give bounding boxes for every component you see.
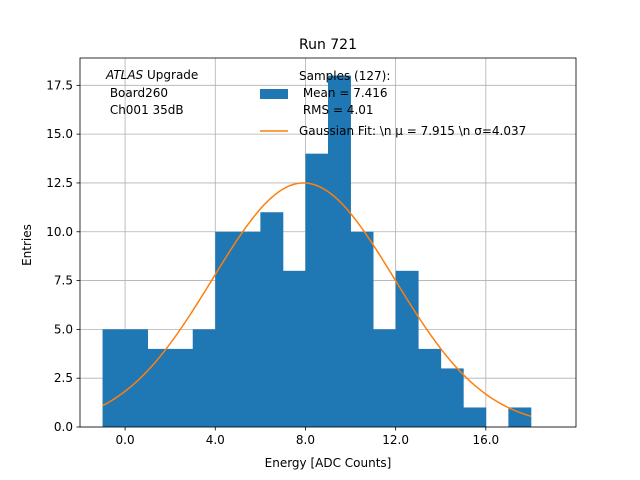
annotation-board: Board260 [106, 86, 168, 100]
histogram-bars [102, 75, 532, 428]
histogram-bar [260, 212, 284, 427]
y-tick-label: 10.0 [46, 225, 73, 239]
histogram-bar [237, 231, 261, 427]
y-tick-label: 2.5 [54, 371, 73, 385]
y-tick-label: 0.0 [54, 420, 73, 434]
y-tick-label: 5.0 [54, 322, 73, 336]
y-tick-label: 15.0 [46, 127, 73, 141]
legend-bars-swatch [260, 89, 288, 99]
x-tick-label: 0.0 [116, 433, 135, 447]
gaussian-fit-curve [102, 182, 532, 417]
legend-samples-label: Samples (127): [299, 69, 390, 83]
histogram-bar [102, 329, 126, 427]
histogram-bar [418, 348, 442, 427]
x-tick-label: 8.0 [296, 433, 315, 447]
histogram-bar [508, 407, 532, 427]
y-tick-label: 12.5 [46, 176, 73, 190]
y-axis-label: Entries [20, 224, 34, 266]
annotation-suffix: Upgrade [143, 68, 198, 82]
legend-mean-label: Mean = 7.416 [299, 86, 388, 100]
histogram-bar [395, 270, 419, 427]
x-tick-label: 12.0 [382, 433, 409, 447]
y-axis-ticks: 0.0 2.5 5.0 7.5 10.0 12.5 15.0 17.5 [46, 78, 80, 434]
histogram-bar [125, 329, 149, 427]
histogram-bar [440, 368, 464, 427]
gaussian-fit [102, 182, 532, 417]
histogram-bar [170, 348, 194, 427]
legend-fit-label: Gaussian Fit: \n μ = 7.915 \n σ=4.037 [299, 124, 526, 138]
legend: Samples (127): Mean = 7.416 RMS = 4.01 G… [260, 69, 526, 138]
legend-rms-label: RMS = 4.01 [299, 103, 374, 117]
histogram-bar [192, 329, 216, 427]
x-axis-label: Energy [ADC Counts] [265, 456, 392, 470]
y-tick-label: 17.5 [46, 78, 73, 92]
plot-frame [79, 57, 577, 428]
histogram-bar [305, 153, 329, 427]
histogram-bar [463, 407, 487, 427]
axes [79, 57, 577, 428]
y-tick-label: 7.5 [54, 274, 73, 288]
histogram-bar [328, 75, 351, 428]
histogram-bar [215, 231, 239, 427]
histogram-bar [147, 348, 171, 427]
annotation-box: ATLAS Upgrade Board260 Ch001 35dB [105, 68, 198, 117]
x-axis-ticks: 0.0 4.0 8.0 12.0 16.0 [116, 427, 499, 447]
histogram-bar [373, 329, 397, 427]
annotation-channel: Ch001 35dB [106, 103, 184, 117]
x-tick-label: 16.0 [472, 433, 499, 447]
histogram-bar [350, 231, 374, 427]
histogram-bar [282, 270, 306, 427]
annotation-experiment: ATLAS [105, 68, 144, 82]
x-tick-label: 4.0 [206, 433, 225, 447]
annotation-line-1: ATLAS Upgrade [105, 68, 198, 82]
chart-title: Run 721 [299, 37, 357, 53]
